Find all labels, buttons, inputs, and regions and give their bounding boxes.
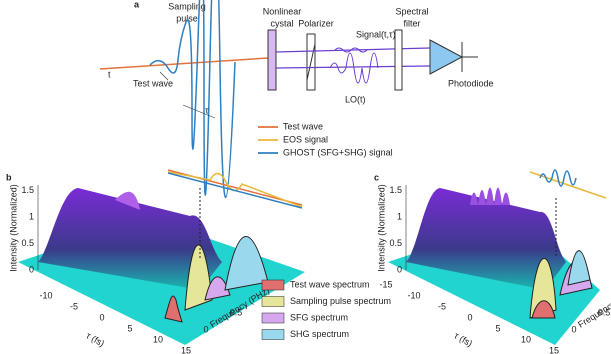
- label: LO(t): [345, 94, 366, 104]
- legend-swatch: [261, 312, 285, 324]
- lo-wave: [329, 52, 379, 84]
- panel-label: a: [134, 0, 140, 9]
- y-tick-label: 0: [397, 264, 402, 274]
- spectrum: [531, 300, 556, 319]
- tau-tick-label: 10: [521, 334, 531, 344]
- wave: [529, 171, 607, 199]
- legend-label: Test wave: [283, 121, 323, 131]
- legend-swatch: [261, 279, 285, 291]
- ridge: [38, 188, 222, 290]
- axis-title: τ (fs): [453, 330, 475, 348]
- label: Test wave: [133, 78, 173, 88]
- legend-bottom: Test wave spectrum Sampling pulse spectru…: [261, 279, 391, 340]
- panel-label: b: [6, 172, 12, 182]
- photodiode: [429, 39, 464, 75]
- polarizer-line: [306, 43, 316, 81]
- tau-tick-label: 10: [153, 334, 163, 344]
- y-tick-label: 0.5: [21, 238, 34, 248]
- label: Sampling: [168, 1, 206, 11]
- tau-tick-label: -15: [379, 279, 392, 289]
- pointer: [182, 104, 216, 119]
- sampling-pulse: [149, 0, 236, 199]
- beam: [275, 47, 431, 53]
- tau-tick-label: 15: [181, 345, 191, 354]
- legend-label: SFG spectrum: [290, 312, 348, 322]
- label: τ: [205, 105, 209, 115]
- label: Nonlinear: [263, 6, 302, 16]
- fringes: [470, 187, 510, 205]
- legend-label: SHG spectrum: [290, 329, 349, 339]
- freq-tick-label: 0: [203, 324, 208, 334]
- axis-title: τ (fs): [85, 330, 107, 348]
- panel-label: c: [374, 172, 379, 182]
- freq-tick-label: 0.5: [598, 307, 611, 317]
- axis-title: Intensity (Normalized): [8, 184, 18, 272]
- tau-tick-label: -5: [438, 301, 446, 311]
- y-tick-label: 1.5: [21, 185, 34, 195]
- signal-wave: [334, 47, 368, 53]
- ridge: [406, 188, 566, 290]
- freq-tick-label: 0.5: [230, 307, 243, 317]
- tau-tick-label: 5: [495, 323, 500, 333]
- label: Photodiode: [448, 78, 494, 88]
- spectrum: [224, 236, 269, 291]
- plot-c: [388, 169, 607, 345]
- label: filter: [403, 18, 420, 28]
- label: cystal: [270, 18, 293, 28]
- spectrum: [204, 276, 231, 301]
- label: pulse: [176, 13, 198, 23]
- freq-tick-label: 0: [571, 324, 576, 334]
- label: Polarizer: [298, 18, 334, 28]
- diagram-a: a Sampling pulse t Test wave τ Nonlinear…: [99, 0, 494, 199]
- y-tick-label: 1.5: [389, 185, 402, 195]
- plot-b: [18, 169, 305, 345]
- legend-label: Sampling pulse spectrum: [290, 296, 391, 306]
- beam: [275, 65, 431, 69]
- tau-tick-label: -10: [39, 290, 52, 300]
- y-tick-label: 1: [29, 211, 34, 221]
- tau-tick-label: 0: [467, 312, 472, 322]
- y-tick-label: 0.5: [389, 238, 402, 248]
- test-wave-line: [99, 57, 269, 70]
- bump: [115, 191, 140, 210]
- legend-swatch: [261, 296, 285, 307]
- legend-label: EOS signal: [283, 134, 328, 144]
- wave: [167, 171, 303, 208]
- legend-top: Test wave EOS signal GHOST (SFG+SHG) signa…: [258, 121, 393, 157]
- filter: [394, 29, 403, 91]
- legend-label: Test wave spectrum: [290, 279, 370, 289]
- legend-label: GHOST (SFG+SHG) signal: [283, 147, 393, 157]
- axis-title: Intensity (Normalized): [376, 184, 386, 272]
- y-tick-label: 0: [29, 264, 34, 274]
- tau-tick-label: 15: [549, 345, 559, 354]
- label: Signal(t,τ): [356, 29, 396, 39]
- tau-tick-label: 0: [99, 312, 104, 322]
- tau-tick-label: -10: [407, 290, 420, 300]
- pointer: [159, 71, 169, 81]
- wave: [167, 172, 303, 209]
- wave: [539, 169, 577, 187]
- spectrum: [567, 250, 591, 286]
- spectrum: [164, 295, 183, 323]
- crystal: [267, 29, 277, 91]
- label: t: [108, 69, 111, 79]
- tau-tick-label: 5: [127, 323, 132, 333]
- legend-swatch: [261, 329, 285, 340]
- y-tick-label: 1: [397, 211, 402, 221]
- label: Spectral: [395, 6, 428, 16]
- tau-tick-label: -5: [70, 301, 78, 311]
